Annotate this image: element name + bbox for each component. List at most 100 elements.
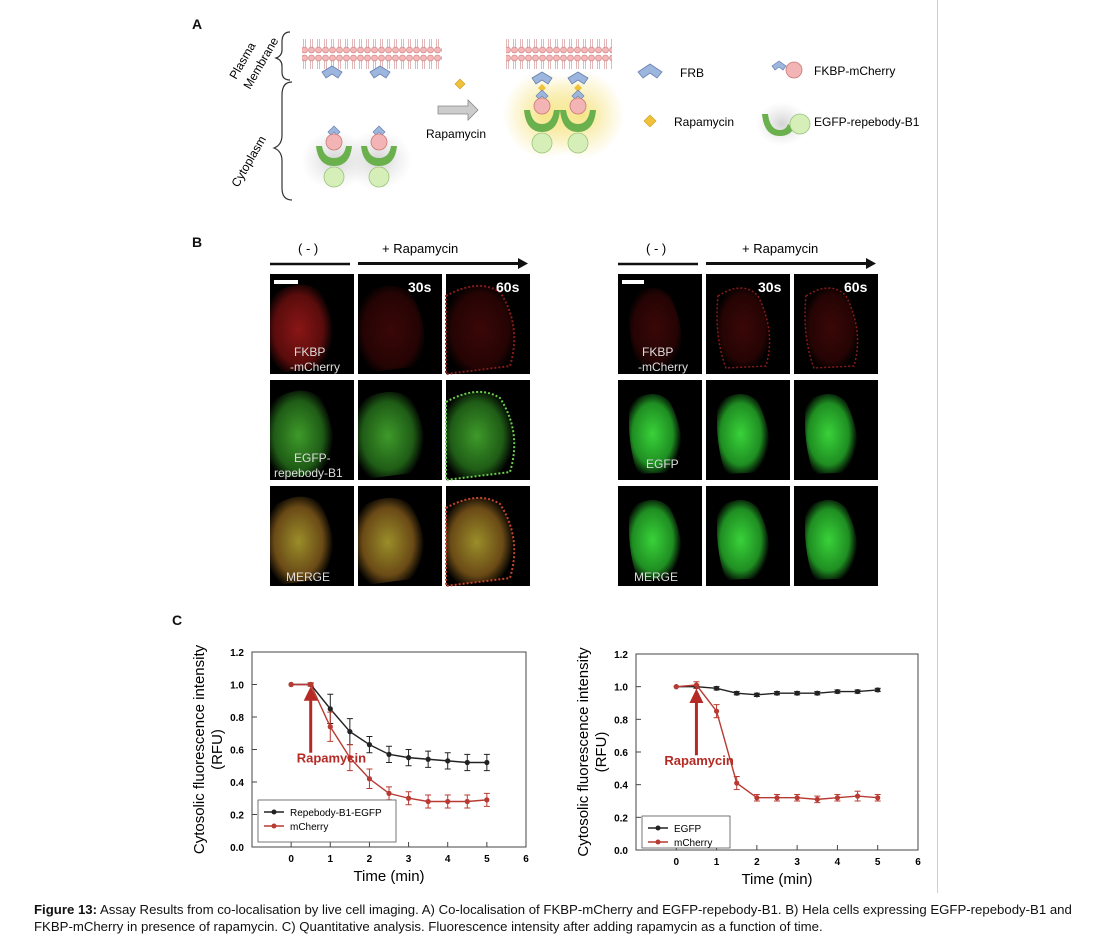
b-right-neg-label: ( - ): [646, 241, 666, 256]
data-point: [425, 756, 431, 762]
x-tick-label: 1: [328, 854, 334, 865]
b-left-30s: 30s: [408, 279, 432, 295]
data-point: [288, 681, 294, 688]
data-point: [734, 690, 740, 696]
rapamycin-legend-label: Rapamycin: [674, 115, 734, 129]
data-point: [774, 795, 780, 801]
figure-caption: Figure 13: Assay Results from co-localis…: [34, 901, 1094, 935]
legend-marker: [655, 839, 661, 845]
x-axis-label: Time (min): [741, 871, 812, 888]
data-point: [405, 755, 412, 761]
fkbp-legend-label: FKBP-mCherry: [814, 64, 895, 78]
data-point: [445, 758, 451, 764]
data-point: [794, 690, 800, 696]
rapamycin-legend-icon: [643, 114, 657, 128]
legend-marker: [655, 825, 661, 831]
legend-marker: [271, 823, 277, 829]
y-tick-label: 1.0: [614, 683, 628, 694]
cytoplasm-label: Cytoplasm: [228, 133, 268, 189]
data-point: [854, 793, 861, 799]
legend-label: mCherry: [290, 822, 328, 833]
caption-text: Assay Results from co-localisation by li…: [34, 902, 1072, 934]
reaction-arrow-label: Rapamycin: [426, 127, 486, 141]
x-tick-label: 3: [794, 857, 800, 868]
y-axis-label: Cytosolic fluorescence intensity: [575, 647, 592, 857]
b-left-row3: MERGE: [286, 570, 330, 584]
cytoplasm-brace: [272, 81, 293, 201]
data-point: [405, 795, 412, 801]
panel-label-b: B: [192, 234, 203, 250]
y-tick-label: 0.0: [230, 843, 244, 854]
data-point: [386, 790, 392, 796]
membrane-left: [302, 38, 442, 72]
b-right-30s: 30s: [758, 279, 782, 295]
y-tick-label: 0.4: [230, 778, 244, 789]
y-tick-label: 0.2: [230, 811, 244, 822]
x-tick-label: 4: [835, 857, 841, 868]
x-tick-label: 5: [484, 854, 490, 865]
legend-marker: [271, 809, 277, 815]
data-point: [327, 724, 333, 730]
panel-label-a: A: [192, 16, 203, 32]
data-point: [854, 688, 861, 695]
data-point: [484, 797, 490, 803]
x-tick-label: 0: [288, 854, 294, 865]
data-point: [754, 692, 760, 698]
frb-legend-icon: [637, 63, 663, 79]
data-point: [425, 798, 431, 805]
y-tick-label: 0.6: [230, 746, 244, 757]
y-axis-label: Cytosolic fluorescence intensity: [191, 644, 208, 854]
x-tick-label: 0: [674, 857, 680, 868]
data-point: [366, 742, 373, 748]
x-tick-label: 1: [714, 857, 720, 868]
x-tick-label: 6: [915, 857, 921, 868]
b-right-row2: EGFP: [646, 457, 679, 471]
b-left-plus-label: + Rapamycin: [382, 241, 458, 256]
x-axis-label: Time (min): [353, 868, 424, 885]
y-tick-label: 1.0: [230, 681, 244, 692]
egfp-legend-label: EGFP-repebody-B1: [814, 115, 920, 129]
data-point: [308, 681, 314, 688]
legend-label: mCherry: [674, 838, 712, 849]
x-tick-label: 5: [875, 857, 881, 868]
b-right-60s: 60s: [844, 279, 868, 295]
y-axis-unit: (RFU): [593, 732, 610, 773]
divider-line: [937, 0, 938, 893]
rapamycin-annotation: Rapamycin: [297, 751, 366, 766]
panel-b-microscopy: ( - ) + Rapamycin 30s 60s: [270, 241, 878, 588]
b-right-plus-label: + Rapamycin: [742, 241, 818, 256]
legend-box: [257, 799, 397, 843]
rapamycin-annotation: Rapamycin: [664, 753, 733, 768]
rapamycin-icon: [454, 78, 466, 90]
data-point: [693, 682, 700, 688]
b-right-row3: MERGE: [634, 570, 678, 584]
reaction-arrow: [437, 99, 479, 121]
b-left-row2-b: repebody-B1: [274, 466, 343, 480]
b-left-neg-label: ( - ): [298, 241, 318, 256]
data-point: [464, 759, 470, 766]
egfp-legend-icon: [756, 102, 811, 146]
b-right-grid: [618, 274, 878, 586]
b-left-row1-b: -mCherry: [290, 360, 340, 374]
b-left-60s: 60s: [496, 279, 520, 295]
b-right-row1-a: FKBP: [642, 345, 673, 359]
legend-label: EGFP: [674, 824, 702, 835]
y-tick-label: 0.4: [614, 781, 628, 792]
chart-left: 0.0 0.2 0.4 0.6 0.8 1.0 1.2 0 1 2 3 4 5 6 Time (min) Cy…: [191, 644, 529, 885]
y-axis-unit: (RFU): [209, 729, 226, 770]
data-point: [875, 795, 881, 801]
rapamycin-arrow-head: [303, 686, 318, 701]
chart-right: 0.0 0.2 0.4 0.6 0.8 1.0 1.2 0 1 2 3 4 5 6 Time (min) Cy…: [575, 647, 921, 888]
data-point: [347, 729, 353, 735]
data-point: [386, 751, 392, 757]
data-point: [673, 684, 679, 690]
membrane-right: [506, 38, 612, 72]
data-point: [464, 798, 470, 805]
legend-label: Repebody-B1-EGFP: [290, 808, 382, 819]
data-point: [754, 795, 760, 801]
data-point: [347, 755, 353, 761]
b-left-grid: [270, 274, 530, 588]
x-tick-label: 3: [406, 854, 412, 865]
y-tick-label: 1.2: [230, 648, 244, 659]
